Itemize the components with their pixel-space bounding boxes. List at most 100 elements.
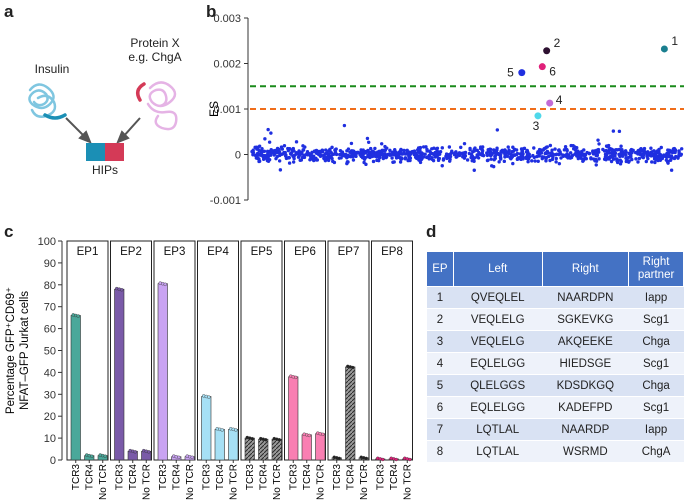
data-point — [468, 148, 472, 152]
group-title: EP4 — [207, 246, 229, 258]
arrows — [65, 117, 141, 144]
bar — [288, 376, 299, 461]
panel-a-letter: a — [4, 2, 14, 21]
data-point — [411, 150, 416, 154]
cell-right: HIEDSGE — [542, 352, 629, 375]
data-point — [643, 151, 648, 155]
data-point — [612, 152, 617, 157]
data-point — [477, 150, 481, 155]
data-point — [611, 157, 616, 161]
y-tick-label: 20 — [44, 411, 56, 423]
data-point — [631, 148, 635, 153]
table-row: 5 QLELGGS KDSDKGQ Chga — [426, 374, 684, 397]
data-point — [375, 158, 379, 163]
data-point — [326, 152, 331, 156]
data-point — [569, 143, 573, 148]
data-point — [351, 158, 356, 162]
group-title: EP3 — [164, 246, 186, 258]
data-point — [609, 159, 614, 164]
group-title: EP7 — [338, 246, 360, 258]
data-point — [614, 148, 618, 152]
data-point — [259, 153, 263, 157]
highlight-label-4: 4 — [556, 93, 563, 107]
data-point — [399, 148, 403, 152]
data-point — [349, 141, 354, 146]
data-point — [364, 162, 368, 167]
highlight-label-6: 6 — [549, 65, 556, 79]
data-point — [679, 153, 683, 157]
data-point — [401, 152, 405, 156]
highlight-point-1 — [660, 45, 668, 53]
replicate-dot — [250, 436, 254, 441]
data-point — [345, 161, 349, 166]
data-point — [414, 152, 419, 157]
data-point — [465, 158, 470, 162]
panel-a-schematic — [28, 81, 178, 161]
data-point — [589, 157, 593, 161]
data-point — [440, 146, 444, 150]
data-point — [257, 148, 261, 153]
bar — [157, 283, 168, 461]
highlight-point-6 — [538, 63, 546, 71]
data-point — [260, 150, 264, 154]
data-point — [320, 150, 325, 154]
data-point — [493, 156, 497, 161]
data-point — [467, 151, 472, 156]
y-tick-label: 70 — [44, 302, 56, 314]
data-point — [426, 155, 430, 159]
data-point — [323, 158, 328, 163]
data-point — [677, 150, 681, 154]
data-point — [368, 146, 373, 151]
data-point — [447, 145, 452, 149]
protein-x-icon — [136, 81, 178, 131]
data-point — [559, 156, 563, 160]
data-point — [312, 158, 316, 163]
replicate-dot — [351, 365, 355, 370]
bar — [228, 429, 239, 461]
data-point — [532, 146, 536, 150]
data-point — [269, 148, 273, 152]
data-point — [554, 160, 558, 164]
category-label: No TCR — [98, 464, 109, 500]
data-point — [526, 160, 530, 164]
highlight-point-5 — [518, 69, 526, 77]
data-point — [617, 129, 622, 134]
group-ep5: EP5 TCR3 TCR4 No TCR — [240, 240, 283, 500]
data-point — [444, 152, 449, 156]
data-point — [390, 156, 394, 160]
data-point — [314, 158, 319, 162]
data-point — [563, 147, 568, 152]
data-point — [558, 150, 562, 154]
data-point — [346, 147, 351, 151]
data-point — [260, 147, 264, 151]
data-point — [544, 151, 548, 156]
data-point — [323, 155, 327, 160]
data-point — [658, 158, 663, 162]
data-point — [512, 147, 517, 151]
cell-partner: ChgA — [628, 440, 684, 462]
cell-partner: Iapp — [628, 286, 684, 309]
data-point — [658, 156, 662, 160]
category-label: TCR4 — [84, 464, 95, 491]
hip-insulin-half — [86, 143, 105, 161]
data-point — [273, 151, 278, 155]
data-point — [646, 156, 650, 161]
ep-table: EP Left Right Right partner 1 QVEQLEL NAAR… — [426, 251, 684, 462]
replicate-dot — [147, 450, 151, 454]
data-point — [402, 148, 406, 153]
data-point — [266, 151, 270, 156]
data-point — [594, 153, 598, 158]
data-point — [408, 152, 413, 156]
category-label: No TCR — [272, 464, 283, 500]
data-point — [308, 158, 312, 162]
data-point — [486, 148, 490, 152]
data-point — [421, 155, 426, 159]
cell-ep: 2 — [426, 308, 454, 331]
group-title: EP2 — [120, 246, 142, 258]
replicate-dot — [133, 450, 137, 454]
data-point — [377, 149, 382, 154]
cell-right: KDSDKGQ — [542, 374, 629, 397]
data-point — [596, 138, 600, 142]
y-tick-label: 90 — [44, 258, 56, 270]
group-title: EP5 — [251, 246, 273, 258]
